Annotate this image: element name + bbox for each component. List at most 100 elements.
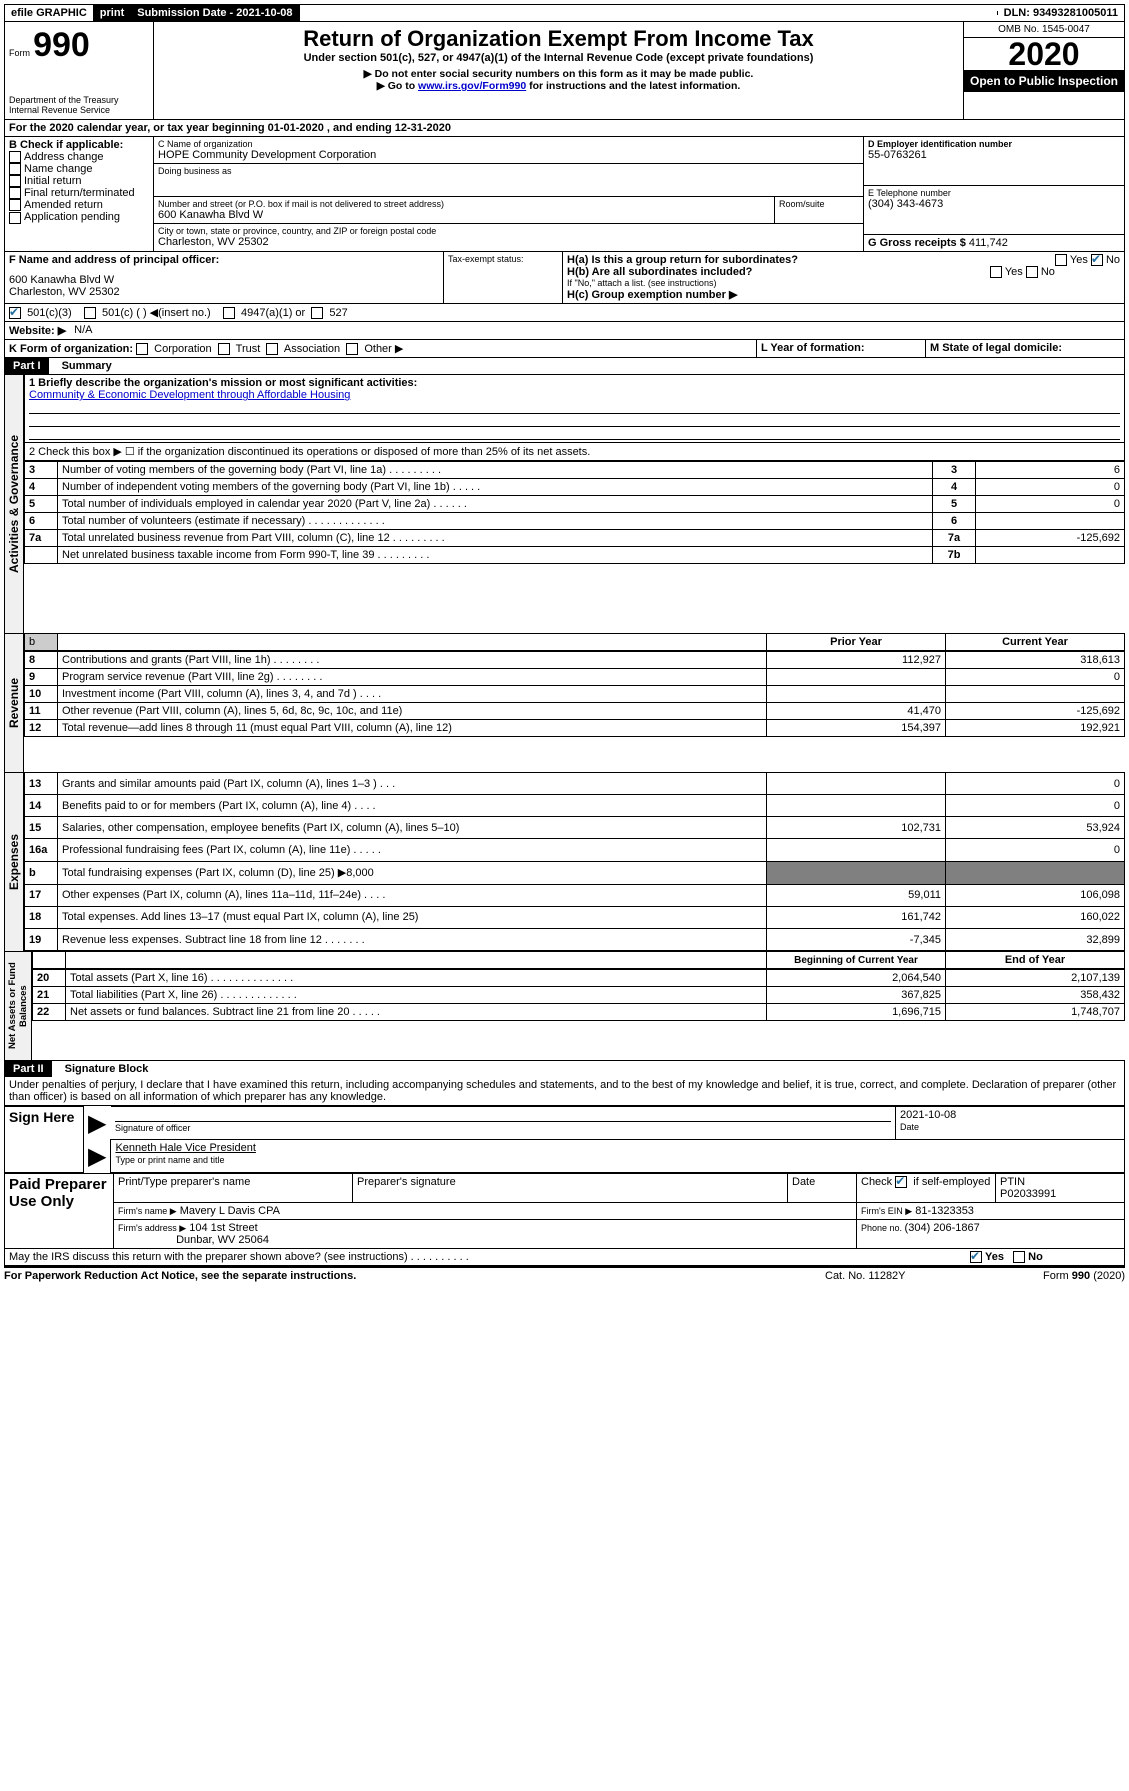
discuss-yn[interactable]: Yes No [966, 1249, 1124, 1265]
chk-corp[interactable] [136, 343, 148, 355]
fh-block: F Name and address of principal officer:… [4, 252, 1125, 304]
form-990: 990 [33, 26, 90, 64]
opt-527: 527 [329, 307, 347, 319]
exp-rows: 13Grants and similar amounts paid (Part … [24, 772, 1125, 951]
opt-amended[interactable]: Amended return [9, 199, 149, 211]
chk-4947[interactable] [223, 307, 235, 319]
discuss-text: May the IRS discuss this return with the… [5, 1249, 966, 1265]
box-f-label: F Name and address of principal officer: [9, 254, 439, 266]
part1-label: Part I [5, 358, 49, 374]
gross-val: 411,742 [969, 237, 1008, 249]
pra-notice: For Paperwork Reduction Act Notice, see … [4, 1270, 825, 1282]
part2-label: Part II [5, 1061, 52, 1077]
officer-addr2: Charleston, WV 25302 [9, 286, 439, 298]
rev-section: b Prior Year Current Year 8Contributions… [24, 633, 1125, 772]
note-post: for instructions and the latest informat… [526, 80, 740, 92]
q2: 2 Check this box ▶ ☐ if the organization… [25, 443, 1125, 461]
gross-label: G Gross receipts $ [868, 237, 969, 249]
opt-4947: 4947(a)(1) or [241, 307, 305, 319]
dba-row: Doing business as [154, 164, 863, 197]
firm-name: Mavery L Davis CPA [180, 1205, 280, 1217]
street-row: Number and street (or P.O. box if mail i… [154, 197, 863, 224]
vert-revenue: Revenue [4, 633, 24, 772]
tax-status-label: Tax-exempt status: [448, 254, 558, 264]
dln: DLN: 93493281005011 [998, 5, 1124, 21]
sig-date: 2021-10-08 [900, 1109, 1120, 1121]
exp-block: Expenses 13Grants and similar amounts pa… [4, 772, 1125, 951]
date-col: Date [788, 1174, 857, 1203]
prep-sig-lbl: Preparer's signature [353, 1174, 788, 1203]
header-right-box: OMB No. 1545-0047 2020 Open to Public In… [963, 22, 1124, 119]
net-section: Beginning of Current Year End of Year 20… [32, 951, 1125, 1060]
city-label: City or town, state or province, country… [158, 226, 859, 236]
line-klm: K Form of organization: Corporation Trus… [4, 340, 1125, 358]
opt-501c3: 501(c)(3) [27, 307, 72, 319]
blank [33, 952, 66, 969]
ein-label: D Employer identification number [868, 139, 1120, 149]
top-bar: efile GRAPHIC print Submission Date - 20… [4, 4, 1125, 22]
form-number-box: Form 990 Department of the Treasury Inte… [5, 22, 154, 119]
addr-label: Number and street (or P.O. box if mail i… [158, 199, 770, 209]
opt-address-change[interactable]: Address change [9, 151, 149, 163]
declaration: Under penalties of perjury, I declare th… [4, 1077, 1125, 1106]
print-button[interactable]: print [94, 5, 131, 21]
chk-501c[interactable] [84, 307, 96, 319]
line-a: For the 2020 calendar year, or tax year … [4, 120, 1125, 137]
sign-here: Sign Here [5, 1107, 84, 1173]
form-word: Form [9, 48, 30, 58]
part1-header: Part I Summary [4, 358, 1125, 374]
chk-trust[interactable] [218, 343, 230, 355]
year-period: For the 2020 calendar year, or tax year … [5, 120, 455, 136]
form-subtitle: Under section 501(c), 527, or 4947(a)(1)… [158, 52, 959, 64]
ein: 55-0763261 [868, 149, 1120, 161]
gov-table: 1 Briefly describe the organization's mi… [24, 374, 1125, 461]
line-j: Website: ▶ N/A [4, 322, 1125, 340]
part2-hdr-cell: Part II Signature Block [5, 1061, 1124, 1077]
dept-treasury: Department of the Treasury [9, 95, 149, 105]
street-cell: Number and street (or P.O. box if mail i… [154, 197, 775, 223]
gov-rows: 3Number of voting members of the governi… [24, 461, 1125, 564]
opt-initial-return[interactable]: Initial return [9, 175, 149, 187]
irs-link[interactable]: www.irs.gov/Form990 [418, 80, 526, 92]
box-g: G Gross receipts $ 411,742 [864, 235, 1124, 251]
prep-name-lbl: Print/Type preparer's name [114, 1174, 353, 1203]
box-d: D Employer identification number 55-0763… [864, 137, 1124, 186]
room-suite: Room/suite [775, 197, 863, 223]
self-emp[interactable]: Check if self-employed [857, 1174, 996, 1203]
box-f: F Name and address of principal officer:… [5, 252, 444, 303]
sig-officer-label: Signature of officer [115, 1123, 190, 1133]
part1-body: Activities & Governance 1 Briefly descri… [4, 374, 1125, 633]
chk-assoc[interactable] [266, 343, 278, 355]
decl-text: Under penalties of perjury, I declare th… [5, 1077, 1124, 1105]
box-b: B Check if applicable: Address change Na… [5, 137, 154, 251]
org-name: HOPE Community Development Corporation [158, 149, 859, 161]
vert-net: Net Assets or Fund Balances [4, 951, 32, 1060]
org-name-row: C Name of organization HOPE Community De… [154, 137, 863, 164]
h-note: If "No," attach a list. (see instruction… [567, 278, 1120, 288]
form-header: Form 990 Department of the Treasury Inte… [4, 22, 1125, 120]
box-c: C Name of organization HOPE Community De… [154, 137, 864, 251]
note-ssn: ▶ Do not enter social security numbers o… [158, 68, 959, 80]
irs: Internal Revenue Service [9, 105, 149, 115]
q1-answer[interactable]: Community & Economic Development through… [29, 389, 350, 401]
opt-name-change[interactable]: Name change [9, 163, 149, 175]
firm-addr-row: Firm's address ▶ 104 1st Street Dunbar, … [114, 1220, 857, 1249]
phone-label: E Telephone number [868, 188, 1120, 198]
form-ref: Form 990 (2020) [985, 1270, 1125, 1282]
opt-501c: 501(c) ( ) ◀(insert no.) [102, 307, 211, 319]
firm-ein-row: Firm's EIN ▶ 81-1323353 [857, 1203, 1125, 1220]
form-title: Return of Organization Exempt From Incom… [158, 26, 959, 52]
opt-final-return[interactable]: Final return/terminated [9, 187, 149, 199]
chk-527[interactable] [311, 307, 323, 319]
rev-header: b Prior Year Current Year [24, 633, 1125, 651]
sig-officer-row: Signature of officer [111, 1107, 896, 1140]
chk-501c3[interactable] [9, 307, 21, 319]
opt-application-pending[interactable]: Application pending [9, 211, 149, 223]
cat-no: Cat. No. 11282Y [825, 1270, 985, 1282]
h-c: H(c) Group exemption number ▶ [567, 288, 1120, 301]
part1-title: Summary [52, 360, 112, 372]
officer-addr1: 600 Kanawha Blvd W [9, 274, 439, 286]
h-b: H(b) Are all subordinates included? Yes … [567, 266, 1120, 278]
sign-table: Sign Here ▶ Signature of officer 2021-10… [4, 1106, 1125, 1173]
chk-other[interactable] [346, 343, 358, 355]
